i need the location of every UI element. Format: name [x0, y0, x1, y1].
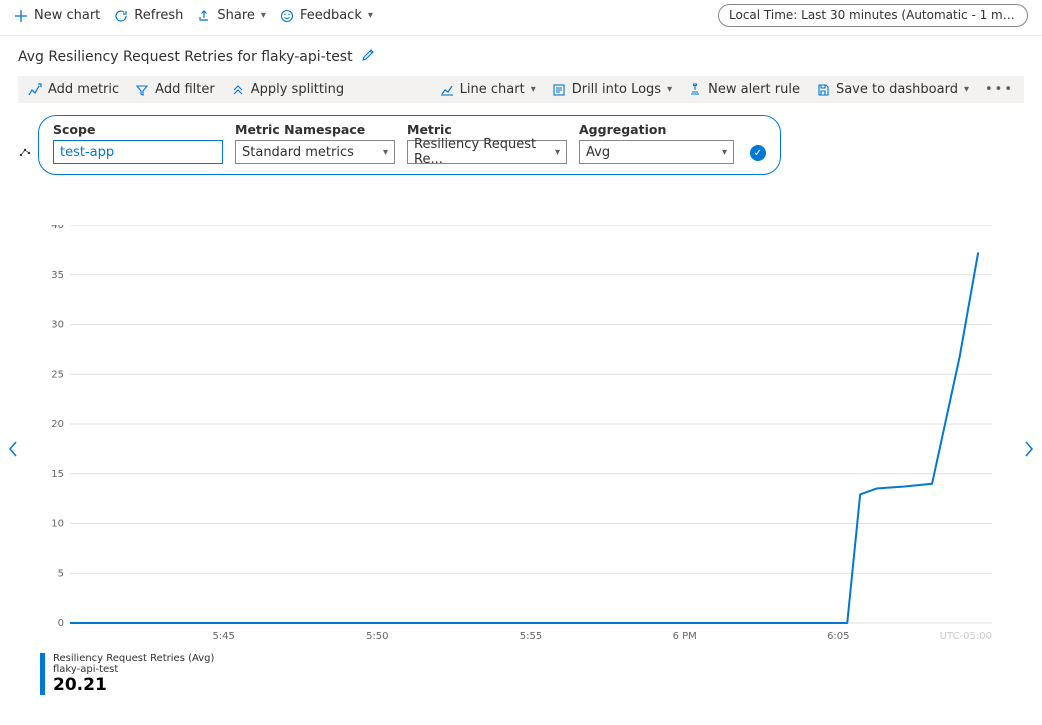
chart-title-row: Avg Resiliency Request Retries for flaky… — [0, 36, 1042, 76]
smiley-icon — [280, 9, 294, 23]
svg-text:5: 5 — [58, 568, 64, 579]
new-alert-button[interactable]: New alert rule — [688, 82, 800, 97]
scope-label: Scope — [53, 122, 223, 137]
svg-text:5:50: 5:50 — [366, 631, 388, 642]
alert-icon — [688, 83, 702, 97]
aggregation-value: Avg — [586, 145, 610, 160]
ellipsis-icon: ••• — [985, 82, 1014, 97]
chevron-down-icon: ▾ — [555, 147, 560, 158]
metric-config-row: Scope test-app Metric Namespace Standard… — [18, 115, 1024, 175]
metric-config-pill: Scope test-app Metric Namespace Standard… — [38, 115, 781, 175]
refresh-label: Refresh — [134, 8, 183, 23]
more-options-button[interactable]: ••• — [985, 82, 1014, 97]
scope-value: test-app — [60, 145, 114, 160]
edit-title-button[interactable] — [361, 48, 375, 66]
time-range-label: Local Time: Last 30 minutes (Automatic -… — [729, 8, 1028, 22]
next-chart-button[interactable] — [1018, 435, 1040, 468]
metric-series-icon — [18, 145, 32, 163]
chart-title: Avg Resiliency Request Retries for flaky… — [18, 49, 353, 65]
svg-text:0: 0 — [58, 618, 64, 629]
chart-toolbar: Add metric Add filter Apply splitting Li… — [18, 76, 1024, 103]
chevron-down-icon: ▾ — [368, 10, 373, 21]
refresh-icon — [114, 9, 128, 23]
share-icon — [197, 9, 211, 23]
chart-type-label: Line chart — [460, 82, 525, 97]
svg-text:6:05: 6:05 — [827, 631, 849, 642]
refresh-button[interactable]: Refresh — [114, 8, 183, 23]
chevron-down-icon: ▾ — [531, 84, 536, 95]
drill-logs-button[interactable]: Drill into Logs ▾ — [552, 82, 672, 97]
line-chart-plot[interactable]: 0 5 10 15 20 25 30 35 40 5:45 5:50 5:55 6 PM 6:05 UTC-… — [40, 225, 1002, 645]
new-chart-label: New chart — [34, 8, 100, 23]
logs-icon — [552, 83, 566, 97]
legend-source-name: flaky-api-test — [53, 664, 214, 675]
add-metric-label: Add metric — [48, 82, 119, 97]
chevron-down-icon: ▾ — [964, 84, 969, 95]
svg-text:30: 30 — [51, 320, 64, 331]
add-filter-label: Add filter — [155, 82, 215, 97]
add-filter-button[interactable]: Add filter — [135, 82, 215, 97]
chevron-down-icon: ▾ — [667, 84, 672, 95]
split-icon — [231, 83, 245, 97]
add-metric-icon — [28, 83, 42, 97]
svg-text:5:45: 5:45 — [212, 631, 234, 642]
svg-text:5:55: 5:55 — [520, 631, 542, 642]
filter-icon — [135, 83, 149, 97]
chevron-down-icon: ▾ — [261, 10, 266, 21]
chart-zone: 0 5 10 15 20 25 30 35 40 5:45 5:50 5:55 6 PM 6:05 UTC-… — [0, 225, 1042, 665]
metric-value: Resiliency Request Re... — [414, 137, 555, 167]
command-bar: New chart Refresh Share ▾ Feedback ▾ Loc… — [0, 0, 1042, 36]
namespace-selector[interactable]: Standard metrics ▾ — [235, 140, 395, 164]
legend-series-name: Resiliency Request Retries (Avg) — [53, 653, 214, 664]
scope-selector[interactable]: test-app — [53, 140, 223, 164]
metric-label: Metric — [407, 122, 567, 137]
apply-splitting-label: Apply splitting — [251, 82, 344, 97]
save-icon — [816, 83, 830, 97]
chart-type-dropdown[interactable]: Line chart ▾ — [440, 82, 536, 97]
share-label: Share — [217, 8, 255, 23]
save-dashboard-button[interactable]: Save to dashboard ▾ — [816, 82, 969, 97]
share-button[interactable]: Share ▾ — [197, 8, 266, 23]
namespace-value: Standard metrics — [242, 145, 354, 160]
feedback-button[interactable]: Feedback ▾ — [280, 8, 373, 23]
svg-text:35: 35 — [51, 270, 64, 281]
legend-value: 20.21 — [53, 675, 214, 695]
svg-text:15: 15 — [51, 469, 64, 480]
aggregation-selector[interactable]: Avg ▾ — [579, 140, 734, 164]
save-dashboard-label: Save to dashboard — [836, 82, 958, 97]
svg-text:25: 25 — [51, 369, 64, 380]
namespace-label: Metric Namespace — [235, 122, 395, 137]
new-alert-label: New alert rule — [708, 82, 800, 97]
svg-text:20: 20 — [51, 419, 64, 430]
legend-color-marker — [40, 653, 45, 695]
apply-splitting-button[interactable]: Apply splitting — [231, 82, 344, 97]
svg-text:10: 10 — [51, 519, 64, 530]
add-metric-button[interactable]: Add metric — [28, 82, 119, 97]
chart-legend[interactable]: Resiliency Request Retries (Avg) flaky-a… — [40, 653, 214, 695]
chevron-down-icon: ▾ — [722, 147, 727, 158]
config-valid-badge: ✓ — [750, 145, 766, 161]
line-chart-icon — [440, 83, 454, 97]
svg-text:UTC-05:00: UTC-05:00 — [940, 631, 992, 642]
aggregation-label: Aggregation — [579, 122, 734, 137]
time-range-picker[interactable]: Local Time: Last 30 minutes (Automatic -… — [718, 4, 1028, 27]
plus-icon — [14, 9, 28, 23]
drill-logs-label: Drill into Logs — [572, 82, 661, 97]
feedback-label: Feedback — [300, 8, 362, 23]
prev-chart-button[interactable] — [2, 435, 24, 468]
svg-text:6 PM: 6 PM — [673, 631, 697, 642]
svg-text:40: 40 — [51, 225, 64, 231]
new-chart-button[interactable]: New chart — [14, 8, 100, 23]
chevron-down-icon: ▾ — [383, 147, 388, 158]
metric-selector[interactable]: Resiliency Request Re... ▾ — [407, 140, 567, 164]
